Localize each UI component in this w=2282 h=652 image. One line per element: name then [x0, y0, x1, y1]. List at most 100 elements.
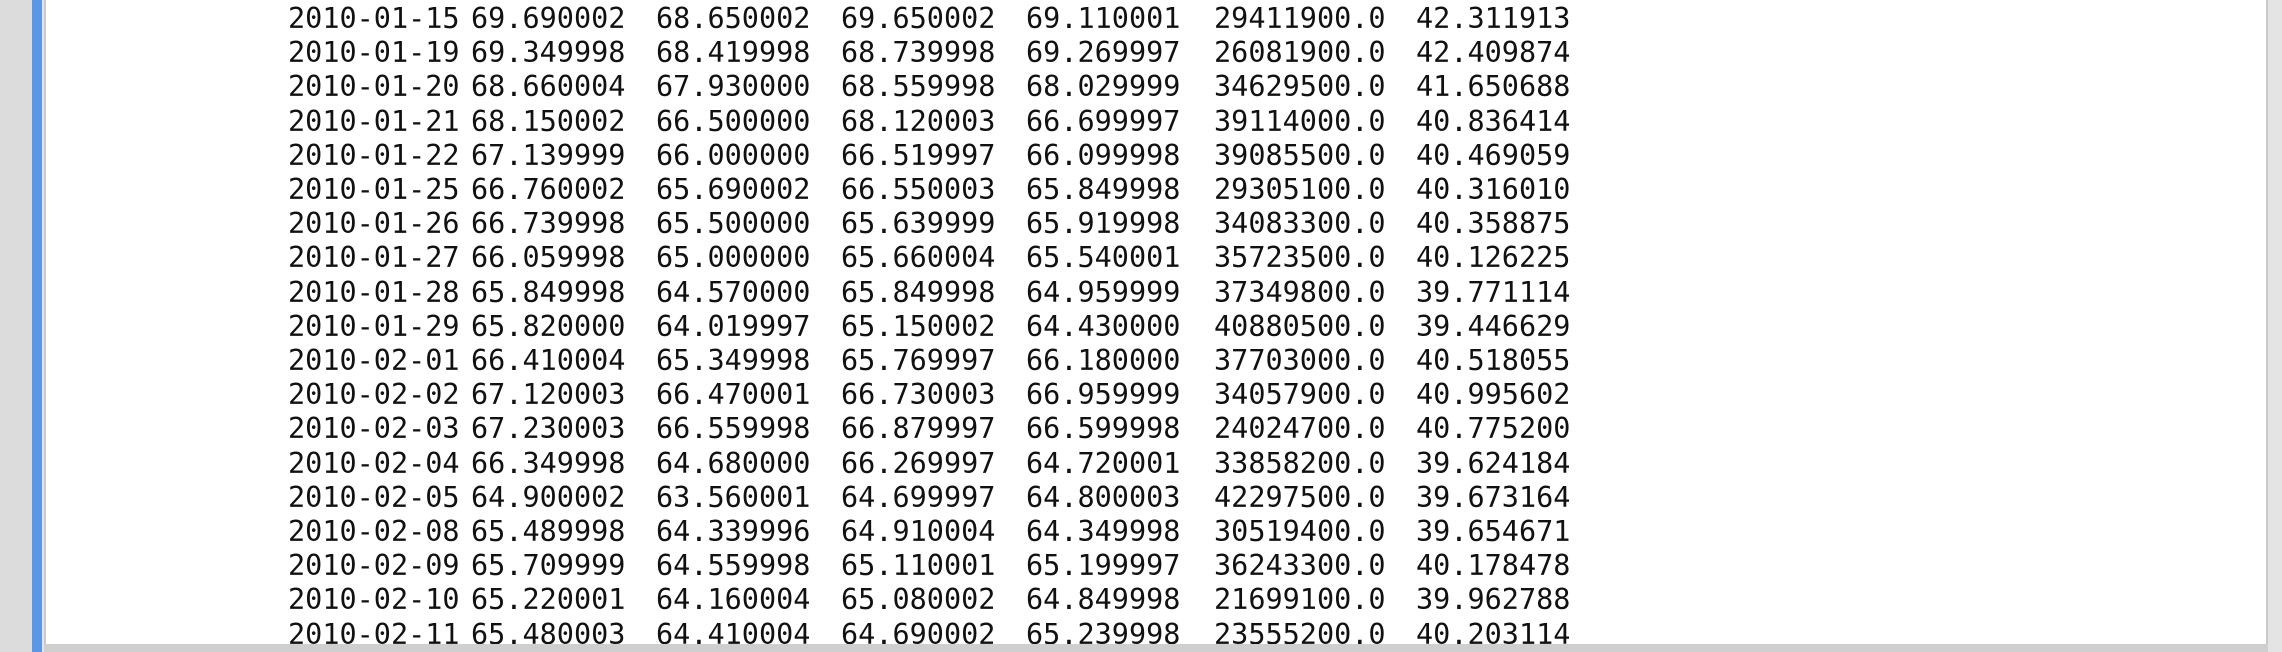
low-cell: 64.559998	[656, 549, 811, 583]
low-cell: 65.349998	[656, 344, 811, 377]
volume-cell: 42297500.0	[1214, 480, 1386, 514]
close-cell: 64.849998	[1026, 583, 1181, 617]
close-cell: 66.599998	[1026, 412, 1181, 446]
date-cell: 2010-01-15	[288, 2, 460, 35]
high-cell: 65.820000	[471, 309, 626, 343]
adj-close-cell: 40.126225	[1416, 241, 1571, 275]
close-cell: 68.029999	[1026, 70, 1181, 104]
date-cell: 2010-01-20	[288, 70, 460, 104]
volume-cell: 21699100.0	[1214, 583, 1386, 617]
date-cell: 2010-02-05	[288, 480, 460, 514]
open-cell: 65.150002	[841, 309, 996, 343]
volume-cell: 24024700.0	[1214, 412, 1386, 446]
volume-cell: 26081900.0	[1214, 36, 1386, 70]
open-cell: 69.650002	[841, 2, 996, 35]
cell-output-panel[interactable]: 2010-01-15 69.690002 68.650002 69.650002 69.…	[44, 0, 2268, 652]
high-cell: 66.059998	[471, 241, 626, 275]
open-cell: 66.550003	[841, 173, 996, 206]
open-cell: 68.739998	[841, 36, 996, 70]
open-cell: 66.879997	[841, 412, 996, 446]
close-cell: 66.099998	[1026, 138, 1181, 172]
adj-close-cell: 39.962788	[1416, 583, 1571, 617]
volume-cell: 33858200.0	[1214, 446, 1386, 480]
open-cell: 68.559998	[841, 70, 996, 104]
low-cell: 64.570000	[656, 275, 811, 309]
low-cell: 63.560001	[656, 480, 811, 514]
adj-close-cell: 40.775200	[1416, 412, 1571, 446]
high-cell: 65.220001	[471, 583, 626, 617]
volume-cell: 29305100.0	[1214, 173, 1386, 206]
open-cell: 66.269997	[841, 446, 996, 480]
low-cell: 66.000000	[656, 138, 811, 172]
open-cell: 65.110001	[841, 549, 996, 583]
close-cell: 65.919998	[1026, 207, 1181, 241]
adj-close-cell: 39.654671	[1416, 515, 1571, 548]
open-cell: 64.910004	[841, 515, 996, 548]
low-cell: 67.930000	[656, 70, 811, 104]
active-cell-indicator[interactable]	[32, 0, 42, 652]
close-cell: 66.180000	[1026, 344, 1181, 377]
open-cell: 65.639999	[841, 207, 996, 241]
high-cell: 65.849998	[471, 275, 626, 309]
adj-close-cell: 40.316010	[1416, 173, 1571, 206]
close-cell: 64.800003	[1026, 480, 1181, 514]
close-cell: 69.269997	[1026, 36, 1181, 70]
left-gutter	[0, 0, 32, 652]
adj-close-cell: 39.771114	[1416, 275, 1571, 309]
low-cell: 64.019997	[656, 309, 811, 343]
adj-close-cell: 41.650688	[1416, 70, 1571, 104]
open-cell: 66.730003	[841, 378, 996, 412]
open-cell: 65.080002	[841, 583, 996, 617]
volume-cell: 35723500.0	[1214, 241, 1386, 275]
close-cell: 66.959999	[1026, 378, 1181, 412]
adj-close-cell: 40.178478	[1416, 549, 1571, 583]
adj-close-cell: 40.836414	[1416, 104, 1571, 138]
high-cell: 68.660004	[471, 70, 626, 104]
adj-close-cell: 40.518055	[1416, 344, 1571, 377]
low-cell: 66.500000	[656, 104, 811, 138]
low-cell: 64.160004	[656, 583, 811, 617]
volume-cell: 36243300.0	[1214, 549, 1386, 583]
low-cell: 65.500000	[656, 207, 811, 241]
low-cell: 65.000000	[656, 241, 811, 275]
date-cell: 2010-02-08	[288, 515, 460, 548]
close-cell: 66.699997	[1026, 104, 1181, 138]
open-cell: 65.849998	[841, 275, 996, 309]
volume-cell: 40880500.0	[1214, 309, 1386, 343]
low-cell: 65.690002	[656, 173, 811, 206]
low-cell: 66.470001	[656, 378, 811, 412]
close-cell: 65.540001	[1026, 241, 1181, 275]
high-cell: 65.489998	[471, 515, 626, 548]
date-cell: 2010-02-02	[288, 378, 460, 412]
date-cell: 2010-02-04	[288, 446, 460, 480]
date-cell: 2010-02-03	[288, 412, 460, 446]
open-cell: 64.699997	[841, 480, 996, 514]
high-cell: 65.709999	[471, 549, 626, 583]
high-cell: 66.760002	[471, 173, 626, 206]
volume-cell: 29411900.0	[1214, 2, 1386, 35]
adj-close-cell: 39.624184	[1416, 446, 1571, 480]
low-cell: 68.419998	[656, 36, 811, 70]
close-cell: 69.110001	[1026, 2, 1181, 35]
date-cell: 2010-01-25	[288, 173, 460, 206]
date-cell: 2010-02-01	[288, 344, 460, 377]
volume-cell: 37349800.0	[1214, 275, 1386, 309]
volume-cell: 37703000.0	[1214, 344, 1386, 377]
high-cell: 66.349998	[471, 446, 626, 480]
high-cell: 69.349998	[471, 36, 626, 70]
low-cell: 68.650002	[656, 2, 811, 35]
adj-close-cell: 40.995602	[1416, 378, 1571, 412]
close-cell: 64.720001	[1026, 446, 1181, 480]
adj-close-cell: 39.446629	[1416, 309, 1571, 343]
output-panel-bottom-edge	[44, 644, 2268, 652]
high-cell: 67.120003	[471, 378, 626, 412]
volume-cell: 39085500.0	[1214, 138, 1386, 172]
high-cell: 69.690002	[471, 2, 626, 35]
date-cell: 2010-02-10	[288, 583, 460, 617]
adj-close-cell: 40.469059	[1416, 138, 1571, 172]
date-cell: 2010-01-27	[288, 241, 460, 275]
date-cell: 2010-02-09	[288, 549, 460, 583]
open-cell: 68.120003	[841, 104, 996, 138]
date-cell: 2010-01-28	[288, 275, 460, 309]
